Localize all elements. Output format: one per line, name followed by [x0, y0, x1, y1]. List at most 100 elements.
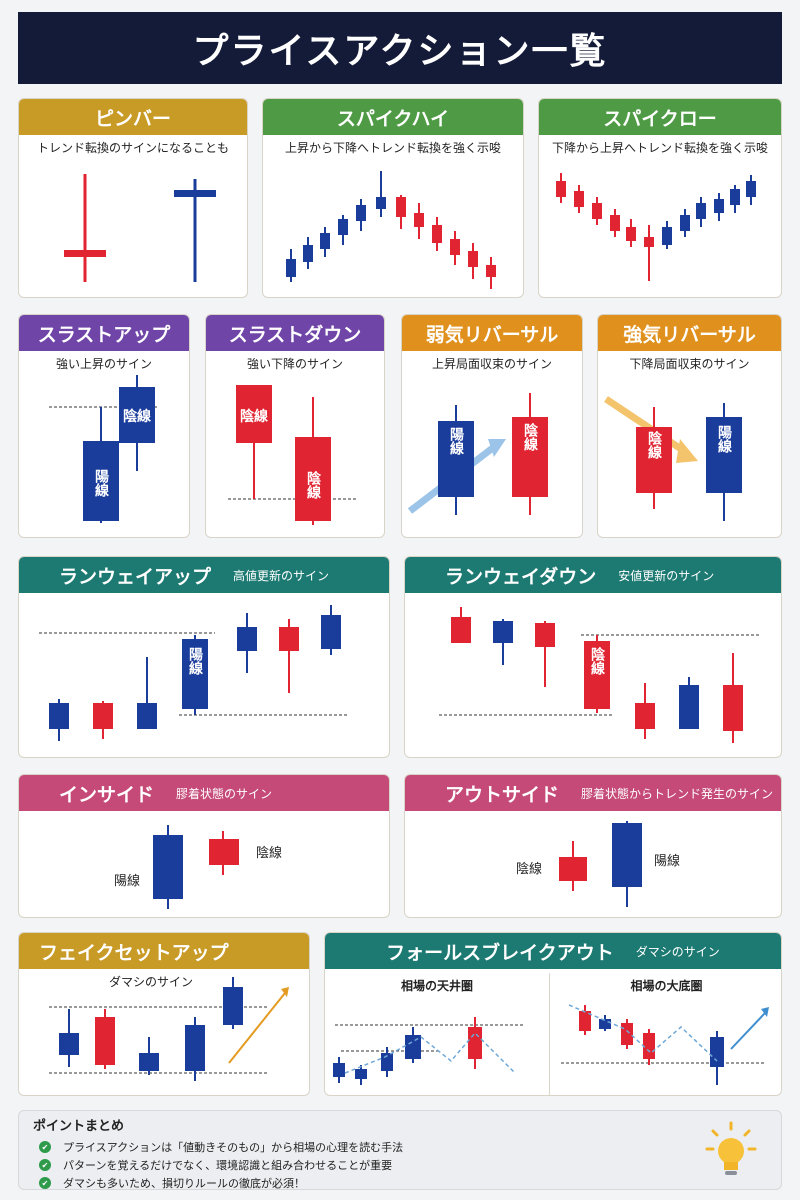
candle-body — [612, 823, 642, 887]
candle-body — [83, 441, 119, 521]
candle-body — [396, 197, 406, 217]
right-sublabel: 相場の大底圏 — [630, 979, 703, 993]
candle-body — [714, 199, 724, 213]
point-text: パターンを覚えるだけでなく、環境認識と組み合わせることが重要 — [63, 1159, 393, 1172]
candle-body — [49, 703, 69, 729]
card-title: ピンバー — [19, 99, 247, 135]
candle-body — [468, 1027, 482, 1059]
candle-body — [405, 1035, 421, 1059]
card-title: スラストアップ — [19, 315, 189, 351]
candle-body — [579, 1011, 591, 1031]
card-sub: 高値更新のサイン — [233, 568, 330, 583]
candle-body — [381, 1053, 393, 1071]
false-break-diagram — [333, 1004, 769, 1085]
thrust-down-diagram: 陰線 陰線 — [228, 385, 356, 525]
candle-label: 陰線 — [589, 646, 605, 676]
card-desc: 下降局面収束のサイン — [629, 357, 750, 371]
candle-body — [182, 639, 208, 709]
lightbulb-icon — [705, 1121, 757, 1175]
candle-body — [414, 213, 424, 227]
candle-body — [338, 219, 348, 235]
candle-body — [432, 225, 442, 243]
card-sub: ダマシのサイン — [635, 944, 720, 959]
card-title: ランウェイアップ — [59, 565, 212, 588]
candle-body — [59, 1033, 79, 1055]
bull-label: 陽線 — [93, 468, 109, 498]
candle-body — [303, 245, 313, 262]
candle-body — [746, 181, 756, 197]
bull-label: 陽線 — [448, 426, 464, 456]
candle-label: 陽線 — [187, 646, 203, 676]
price-path — [344, 1031, 516, 1074]
trend-arrow — [730, 1012, 766, 1050]
card-title: 強気リバーサル — [598, 315, 781, 351]
trend-arrow-head — [761, 1007, 769, 1017]
card-sub: 安値更新のサイン — [618, 568, 715, 583]
check-icon: ✔ — [39, 1177, 51, 1189]
candle-body — [635, 703, 655, 729]
card-title: スパイクハイ — [263, 99, 523, 135]
points-summary: ポイントまとめ ✔ プライスアクションは「値動きそのもの」から相場の心理を読む手… — [18, 1110, 782, 1190]
candle-body — [153, 835, 183, 899]
candle-body — [636, 427, 672, 493]
candle-body — [512, 417, 548, 497]
bull-label: 陽線 — [716, 424, 732, 454]
card-fake-setup: フェイクセットアップ ダマシのサイン — [18, 932, 310, 1096]
bear-label: 陰線 — [240, 408, 268, 425]
candle-body — [706, 417, 742, 493]
candle-body — [468, 251, 478, 267]
candle-body — [626, 227, 636, 241]
card-desc: トレンド転換のサインになることも — [36, 141, 229, 155]
trend-arrow-head — [676, 439, 698, 463]
card-spike-low: スパイクロー 下降から上昇へトレンド転換を強く示唆 — [538, 98, 782, 298]
candle-body — [209, 839, 239, 865]
points-title: ポイントまとめ — [33, 1119, 125, 1134]
bear-label-2: 陰線 — [305, 470, 321, 500]
check-icon: ✔ — [39, 1141, 51, 1153]
candle-body — [333, 1063, 345, 1077]
candle-body — [185, 1025, 205, 1071]
strong-reversal-diagram: 陰線 陽線 — [604, 396, 742, 521]
runway-up-diagram: 陽線 — [39, 605, 349, 741]
bull-label: 陽線 — [654, 853, 680, 869]
candle-body — [279, 627, 299, 651]
candle-body — [679, 685, 699, 729]
weak-reversal-diagram: 陽線 陰線 — [407, 393, 548, 515]
candle-body — [592, 203, 602, 219]
card-desc: 強い下降のサイン — [246, 357, 343, 371]
card-desc: 上昇から下降へトレンド転換を強く示唆 — [284, 141, 501, 155]
candle-body — [493, 621, 513, 643]
candle-body — [451, 617, 471, 643]
card-false-break: フォールスブレイクアウト ダマシのサイン 相場の天井圏 相場の大底圏 — [324, 932, 782, 1096]
candle-body — [223, 987, 243, 1025]
trend-arrow-head — [281, 987, 289, 997]
candle-body — [662, 227, 672, 245]
pinbar-diagram — [64, 174, 216, 282]
candle-body — [710, 1037, 724, 1067]
card-title: 弱気リバーサル — [402, 315, 582, 351]
trend-arrow — [228, 992, 286, 1064]
card-desc: 上昇局面収束のサイン — [431, 357, 552, 371]
candle-body — [93, 703, 113, 729]
point-item: ✔ プライスアクションは「値動きそのもの」から相場の心理を読む手法 — [39, 1139, 403, 1155]
card-runway-up: ランウェイアップ 高値更新のサイン 陽線 — [18, 556, 390, 758]
card-title: インサイド — [59, 783, 155, 806]
candle-body — [644, 237, 654, 247]
candle-body — [556, 181, 566, 197]
card-title: ランウェイダウン — [445, 565, 597, 588]
card-desc: 強い上昇のサイン — [55, 357, 152, 371]
point-text: プライスアクションは「値動きそのもの」から相場の心理を読む手法 — [63, 1141, 404, 1154]
bear-label: 陰線 — [522, 422, 538, 452]
candle-body — [119, 387, 155, 443]
candle-body — [696, 203, 706, 219]
card-strong-reversal: 強気リバーサル 下降局面収束のサイン 陰線 陽線 — [597, 314, 782, 538]
candle-body — [137, 703, 157, 729]
card-title: フォールスブレイクアウト — [386, 941, 614, 964]
card-thrust-up: スラストアップ 強い上昇のサイン 陽線 陰線 — [18, 314, 190, 538]
candle-body — [584, 641, 610, 709]
card-runway-down: ランウェイダウン 安値更新のサイン 陰線 — [404, 556, 782, 758]
card-spike-high: スパイクハイ 上昇から下降へトレンド転換を強く示唆 — [262, 98, 524, 298]
bull-label: 陽線 — [114, 873, 140, 889]
spike-high-diagram — [286, 171, 496, 289]
card-outside: アウトサイド 膠着状態からトレンド発生のサイン 陰線 陽線 — [404, 774, 782, 918]
